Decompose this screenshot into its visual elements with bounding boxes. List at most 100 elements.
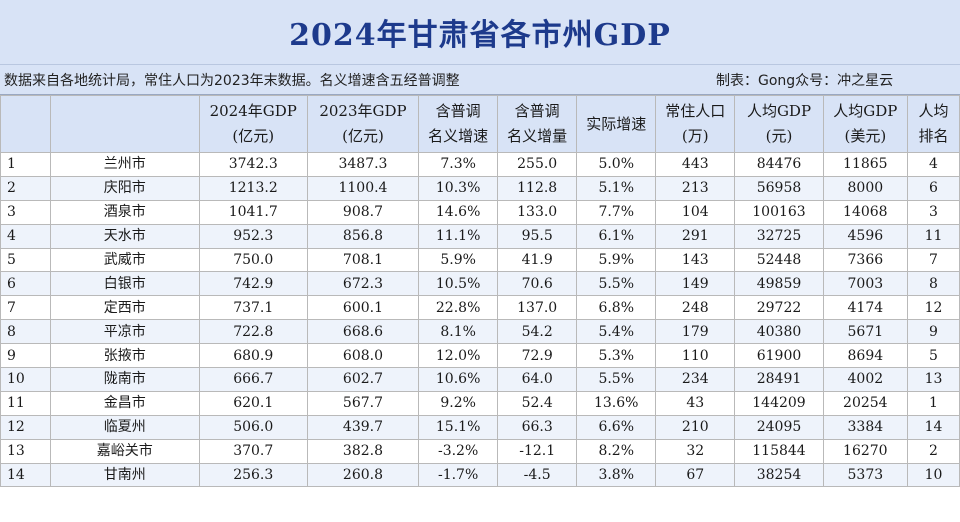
- row-rank: 12: [0, 414, 51, 440]
- table-cell: 8.1%: [418, 319, 499, 345]
- title-bar: 2024年甘肃省各市州GDP: [0, 0, 960, 65]
- table-cell: 7.7%: [576, 199, 657, 225]
- column-header-line2: 名义增速: [428, 127, 489, 145]
- column-header: 人均GDP (元): [734, 95, 824, 153]
- column-header-line1: 含普调: [514, 102, 560, 120]
- credit-note: 制表：Gong众号：冲之星云: [716, 73, 894, 89]
- table-cell: 61900: [734, 343, 824, 369]
- table-cell: 32: [655, 438, 736, 464]
- table-cell: 52.4: [497, 390, 578, 416]
- table-cell: 672.3: [306, 271, 420, 297]
- table-cell: 28491: [734, 367, 824, 392]
- column-header-line2: (亿元): [342, 127, 384, 145]
- header-row: 2024年GDP (亿元) 2023年GDP (亿元) 含普调 名义增速 含普调 名义增量 实际…: [0, 95, 960, 153]
- table-row: 1 兰州市 3742.3 3487.3 7.3% 255.0 5.0% 443 84476 118…: [0, 152, 960, 177]
- column-header-line1: 2023年GDP: [319, 102, 407, 120]
- table-cell: 20254: [822, 390, 908, 416]
- row-rank: 7: [0, 295, 51, 321]
- table-cell: 4174: [822, 295, 908, 321]
- table-cell: 856.8: [306, 223, 420, 249]
- table-cell: 70.6: [497, 271, 578, 297]
- table-cell: 2: [906, 438, 960, 464]
- column-header-line2: (亿元): [232, 127, 275, 145]
- table-cell: 6: [906, 175, 960, 201]
- table-cell: 8: [906, 271, 960, 297]
- column-header: 2024年GDP (亿元): [198, 95, 308, 153]
- table-cell: 708.1: [306, 247, 420, 273]
- table-cell: 742.9: [198, 271, 308, 297]
- table-cell: 14: [906, 414, 960, 440]
- table-cell: 24095: [734, 414, 824, 440]
- column-header-line2: (万): [681, 127, 709, 145]
- table-cell: 3384: [822, 414, 908, 440]
- table-row: 2 庆阳市 1213.2 1100.4 10.3% 112.8 5.1% 213 56958 80…: [0, 175, 960, 201]
- table-cell: 6.8%: [576, 295, 657, 321]
- table-cell: 32725: [734, 223, 824, 249]
- table-cell: 10.3%: [418, 175, 499, 201]
- city-name: 白银市: [49, 271, 200, 297]
- table-cell: 5.9%: [576, 247, 657, 273]
- table-cell: 110: [655, 343, 736, 369]
- table-cell: 6.6%: [576, 414, 657, 440]
- city-name: 武威市: [49, 247, 200, 273]
- table-cell: 1213.2: [198, 175, 308, 201]
- column-header-line2: (美元): [844, 127, 887, 145]
- row-rank: 4: [0, 223, 51, 249]
- table-cell: 10.6%: [418, 367, 499, 392]
- table-cell: 5.5%: [576, 271, 657, 297]
- page-title: 2024年甘肃省各市州GDP: [289, 18, 671, 53]
- row-rank: 3: [0, 199, 51, 225]
- column-header: 常住人口 (万): [655, 95, 736, 153]
- table-row: 7 定西市 737.1 600.1 22.8% 137.0 6.8% 248 29722 4174…: [0, 295, 960, 321]
- table-cell: 115844: [734, 438, 824, 464]
- table-cell: 680.9: [198, 343, 308, 369]
- table-cell: 952.3: [198, 223, 308, 249]
- table-cell: 12: [906, 295, 960, 321]
- table-cell: 5: [906, 343, 960, 369]
- column-header-line1: 含普调: [435, 102, 481, 120]
- row-rank: 9: [0, 343, 51, 369]
- table-cell: 7366: [822, 247, 908, 273]
- column-header: 人均GDP (美元): [822, 95, 908, 153]
- city-name: 庆阳市: [49, 175, 200, 201]
- table-cell: 443: [655, 152, 736, 177]
- column-header-line1: 实际增速: [586, 114, 647, 133]
- table-cell: -4.5: [497, 462, 578, 488]
- table-cell: 291: [655, 223, 736, 249]
- table-cell: 29722: [734, 295, 824, 321]
- table-cell: 7: [906, 247, 960, 273]
- table-cell: 100163: [734, 199, 824, 225]
- table-cell: 104: [655, 199, 736, 225]
- table-cell: -1.7%: [418, 462, 499, 488]
- column-header: 含普调 名义增速: [418, 95, 499, 153]
- city-name: 张掖市: [49, 343, 200, 369]
- table-cell: 260.8: [306, 462, 420, 488]
- table-cell: 213: [655, 175, 736, 201]
- table-cell: 4002: [822, 367, 908, 392]
- table-cell: 370.7: [198, 438, 308, 464]
- table-cell: 5.3%: [576, 343, 657, 369]
- table-cell: 567.7: [306, 390, 420, 416]
- table-cell: 602.7: [306, 367, 420, 392]
- row-rank: 11: [0, 390, 51, 416]
- column-header: [0, 95, 51, 153]
- table-cell: 11865: [822, 152, 908, 177]
- column-header: 2023年GDP (亿元): [306, 95, 420, 153]
- row-rank: 1: [0, 152, 51, 177]
- table-cell: 14068: [822, 199, 908, 225]
- table-row: 12 临夏州 506.0 439.7 15.1% 66.3 6.6% 210 24095 3384…: [0, 414, 960, 440]
- column-header-line1: 2024年GDP: [209, 102, 297, 120]
- table-cell: 10.5%: [418, 271, 499, 297]
- table-cell: 5.0%: [576, 152, 657, 177]
- table-cell: 3.8%: [576, 462, 657, 488]
- row-rank: 5: [0, 247, 51, 273]
- table-cell: 14.6%: [418, 199, 499, 225]
- table-cell: 6.1%: [576, 223, 657, 249]
- table-cell: 620.1: [198, 390, 308, 416]
- city-name: 兰州市: [49, 152, 200, 177]
- data-source-note: 数据来自各地统计局，常住人口为2023年末数据。名义增速含五经普调整: [4, 73, 460, 89]
- table-cell: 143: [655, 247, 736, 273]
- city-name: 嘉峪关市: [49, 438, 200, 464]
- table-cell: 8.2%: [576, 438, 657, 464]
- table-cell: 5671: [822, 319, 908, 345]
